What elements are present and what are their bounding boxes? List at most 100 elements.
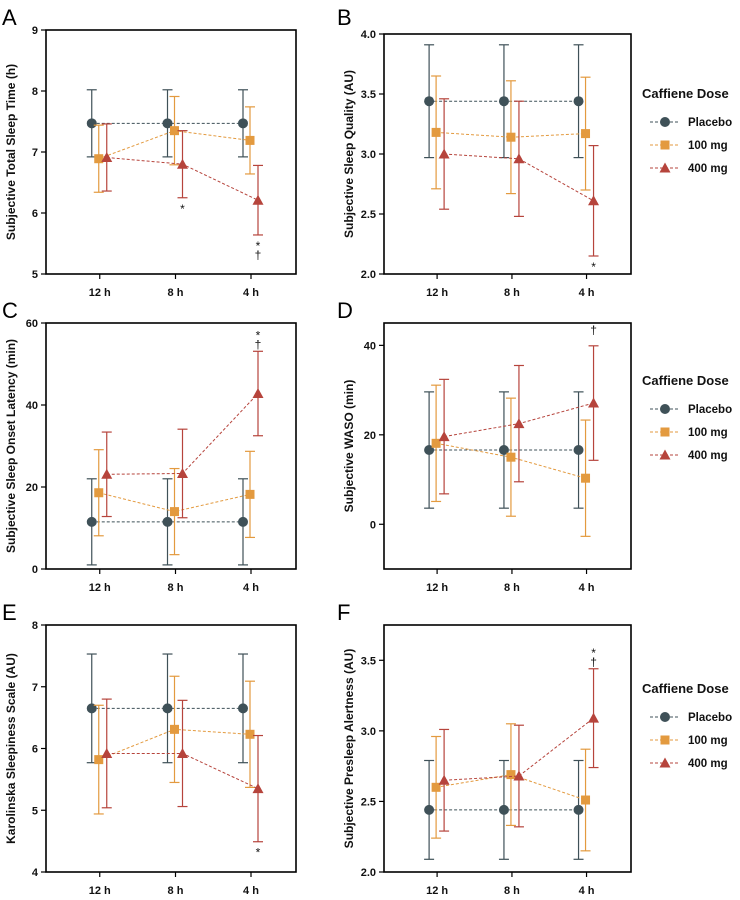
x-tick-label: 8 h xyxy=(504,885,520,897)
placebo-marker xyxy=(660,712,670,722)
legend-title: Caffiene Dose xyxy=(642,373,729,388)
significance-marker: † xyxy=(255,337,262,351)
panel-f: F 2.0 2.5 3.0 3.5 12 h 8 h 4 h Subjective Presle… xyxy=(337,600,732,897)
y-tick-label: 3.5 xyxy=(361,89,376,101)
series-100mg xyxy=(431,384,591,537)
x-tick-label: 12 h xyxy=(426,582,448,594)
series-placebo xyxy=(86,478,248,566)
placebo-marker xyxy=(498,804,509,815)
y-tick-label: 0 xyxy=(32,564,38,576)
x-tick-label: 12 h xyxy=(89,582,111,594)
y-tick-label: 3.0 xyxy=(361,149,376,161)
100mg-marker xyxy=(245,729,255,739)
placebo-marker xyxy=(238,118,248,129)
series-400mg xyxy=(101,698,264,843)
400mg-marker xyxy=(588,712,600,723)
legend-title: Caffiene Dose xyxy=(642,681,729,696)
y-tick-label: 4.0 xyxy=(361,29,376,41)
panel-letter: C xyxy=(2,298,18,323)
100mg-marker xyxy=(581,795,591,805)
placebo-marker xyxy=(86,118,97,129)
x-tick-label: 4 h xyxy=(243,582,259,594)
series-400mg xyxy=(101,350,264,519)
100mg-marker xyxy=(581,129,591,139)
100mg-marker xyxy=(431,127,441,137)
400mg-marker xyxy=(252,194,264,205)
series-100mg xyxy=(431,75,591,195)
100mg-marker xyxy=(170,507,179,517)
legend-label: 400 mg xyxy=(688,450,728,462)
400mg-marker xyxy=(252,388,264,399)
y-tick-label: 8 xyxy=(32,86,38,98)
significance-marker: * xyxy=(591,646,596,660)
plot-frame xyxy=(383,624,632,873)
placebo-marker xyxy=(424,804,435,815)
y-tick-label: 5 xyxy=(32,269,38,281)
series-100mg xyxy=(93,675,255,815)
100mg-marker xyxy=(506,770,516,780)
legend-label: 100 mg xyxy=(688,427,728,439)
400mg-marker xyxy=(513,418,525,429)
series-400mg xyxy=(438,98,600,257)
400mg-marker xyxy=(513,153,525,164)
significance-marker: * xyxy=(180,202,185,216)
panel-letter: F xyxy=(337,600,350,625)
400mg-marker xyxy=(588,195,600,206)
100mg-marker xyxy=(170,724,179,734)
y-tick-label: 7 xyxy=(32,147,38,159)
plot-frame xyxy=(383,322,632,570)
x-tick-label: 4 h xyxy=(579,885,595,897)
100mg-marker xyxy=(506,132,516,142)
placebo-marker xyxy=(162,516,173,527)
series-line xyxy=(444,717,594,781)
placebo-marker xyxy=(162,118,173,129)
panel-b: B 2.0 2.5 3.0 3.5 4.0 12 h 8 h 4 h Subjective Sle… xyxy=(337,5,732,299)
series-400mg xyxy=(438,668,600,832)
series-400mg xyxy=(438,345,600,495)
100mg-marker xyxy=(94,755,104,765)
y-tick-label: 2.5 xyxy=(361,796,376,808)
400mg-marker xyxy=(659,449,671,460)
x-tick-label: 4 h xyxy=(243,885,259,897)
significance-marker: * xyxy=(256,846,261,860)
100mg-marker xyxy=(245,489,255,499)
plot-frame xyxy=(45,322,297,570)
y-tick-label: 8 xyxy=(32,620,38,632)
400mg-marker xyxy=(252,783,264,794)
y-tick-label: 20 xyxy=(26,482,38,494)
400mg-marker xyxy=(101,468,113,479)
significance-marker: † xyxy=(590,323,597,337)
x-tick-label: 4 h xyxy=(243,287,259,299)
placebo-marker xyxy=(238,516,248,527)
100mg-marker xyxy=(170,126,179,136)
series-line xyxy=(98,492,251,513)
panel-c: C 0 20 40 60 12 h 8 h 4 h Subjective Sleep Onset… xyxy=(2,298,297,594)
400mg-marker xyxy=(101,151,113,162)
legend-label: Placebo xyxy=(688,404,732,416)
x-tick-label: 12 h xyxy=(426,287,448,299)
placebo-marker xyxy=(498,445,509,456)
100mg-marker xyxy=(581,473,591,483)
legend-label: Placebo xyxy=(688,712,732,724)
y-tick-label: 5 xyxy=(32,805,38,817)
placebo-marker xyxy=(660,117,670,127)
400mg-marker xyxy=(177,467,188,478)
x-tick-label: 8 h xyxy=(504,287,520,299)
400mg-marker xyxy=(438,774,450,785)
y-tick-label: 2.0 xyxy=(361,269,376,281)
y-tick-label: 40 xyxy=(26,400,38,412)
series-placebo xyxy=(424,391,584,509)
panel-letter: A xyxy=(2,5,17,30)
400mg-marker xyxy=(659,162,671,173)
series-100mg xyxy=(93,95,255,193)
legend-label: 400 mg xyxy=(688,758,728,770)
y-axis-label: Subjective Presleep Alertness (AU) xyxy=(342,649,356,849)
y-tick-label: 6 xyxy=(32,208,38,220)
placebo-marker xyxy=(238,703,248,714)
400mg-marker xyxy=(177,158,188,169)
series-placebo xyxy=(86,653,248,764)
placebo-marker xyxy=(86,516,97,527)
panel-a: A 5 6 7 8 9 12 h 8 h 4 h Subjective Total Sleep T… xyxy=(2,5,297,299)
x-tick-label: 12 h xyxy=(89,885,111,897)
